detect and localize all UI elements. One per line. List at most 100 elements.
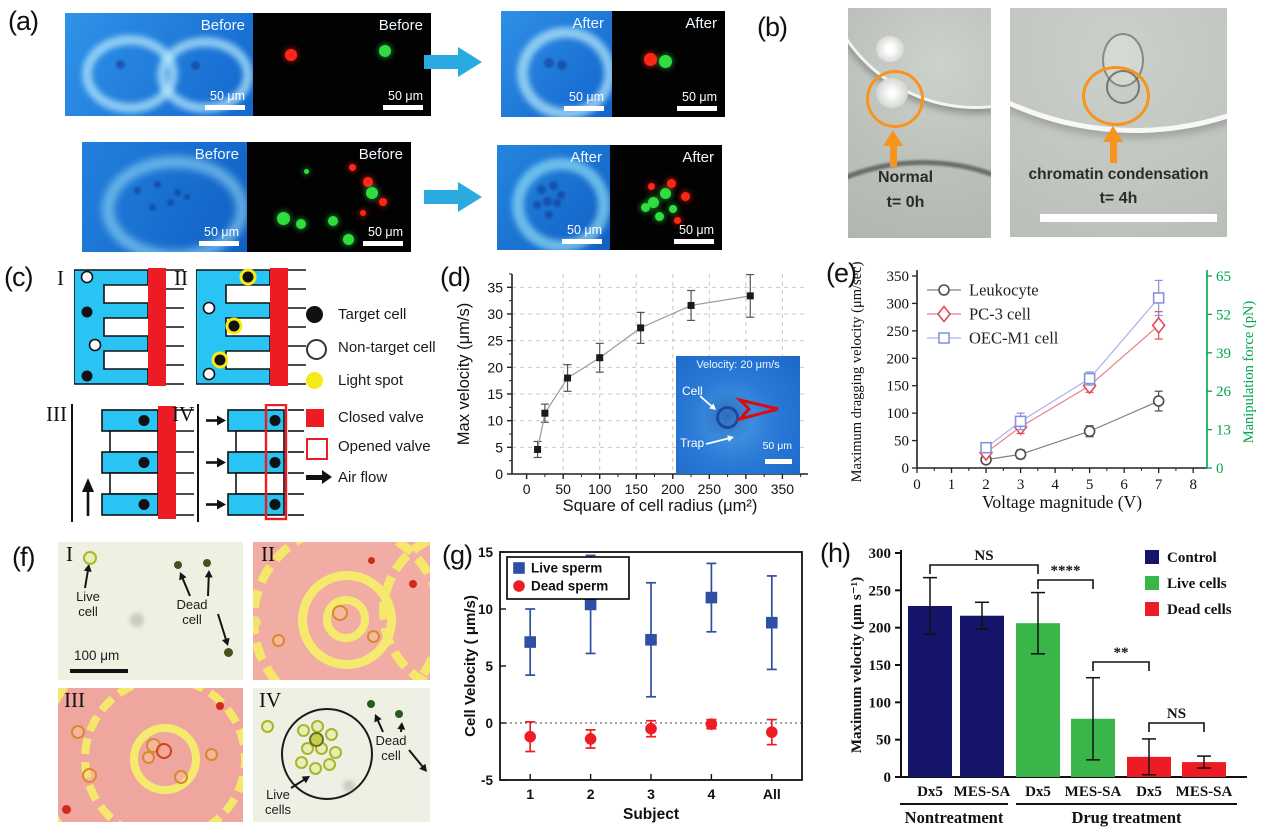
text-el: 100 xyxy=(869,695,892,711)
micro-a-after-brightfield-2: After 50 μm xyxy=(497,145,610,250)
arrow-line xyxy=(180,576,191,597)
valve-diagram-1 xyxy=(74,268,184,386)
arrow-head xyxy=(419,763,427,772)
chart-h: 0 50 100 150 200 250 300 Dx5 MES-SA Dx5 MES-SA Dx5 M… xyxy=(849,546,1247,827)
closed-valve-icon xyxy=(306,409,324,427)
image-numeral: III xyxy=(64,688,85,712)
arrow-stem xyxy=(424,190,458,204)
solid-electrode-ring xyxy=(298,571,396,669)
live-cell-label: Live cell xyxy=(76,589,100,619)
text-el: MES-SA xyxy=(954,784,1011,800)
text-el: -5 xyxy=(481,773,493,788)
valve-diagram-4 xyxy=(197,404,304,522)
text-el: NS xyxy=(1167,706,1186,722)
bar xyxy=(960,615,1004,777)
marker-circle xyxy=(1083,425,1096,438)
text-el: 5 xyxy=(1086,477,1094,493)
cell-dot xyxy=(204,747,218,761)
diagram-numeral-4: IV xyxy=(172,402,195,426)
text-el: OEC-M1 cell xyxy=(969,329,1059,348)
marker-square xyxy=(584,598,597,611)
text-el: 10 xyxy=(487,413,503,429)
cell-dot xyxy=(363,177,373,187)
cell-dot xyxy=(553,199,561,207)
cell-dot xyxy=(395,710,403,718)
text-el: 4 xyxy=(708,786,716,802)
marker-square xyxy=(1014,415,1027,428)
text-el: 1 xyxy=(526,786,534,802)
text-el: 0 xyxy=(485,716,493,731)
text-el: 6 xyxy=(1120,477,1128,493)
micro-f-2: II xyxy=(253,542,430,680)
light-spot-icon xyxy=(306,372,323,389)
text-el: 2 xyxy=(982,477,990,493)
cell-dot xyxy=(332,605,348,621)
cell-dot xyxy=(548,180,558,190)
cell-dot xyxy=(83,551,97,565)
micro-f-1: I Live cell Dead cell 100 μm xyxy=(58,542,243,680)
data-point xyxy=(687,301,695,309)
image-state-label: Before xyxy=(200,17,245,34)
data-line xyxy=(985,324,1160,454)
annotation-arrow-icon xyxy=(883,130,903,146)
image-numeral: I xyxy=(66,542,73,566)
inset-annotations xyxy=(699,395,779,445)
scale-bar xyxy=(70,669,128,673)
marker-diamond xyxy=(936,305,952,323)
marker-square xyxy=(1152,292,1165,304)
scale-bar xyxy=(199,241,239,246)
text-el: 150 xyxy=(625,481,649,497)
text-el: Dx5 xyxy=(1025,784,1051,800)
inset-scale-bar xyxy=(765,459,792,464)
panel-f-label: (f) xyxy=(12,542,36,572)
text-el: MES-SA xyxy=(1065,784,1122,800)
cell-dot xyxy=(542,196,552,206)
cell-dot xyxy=(260,719,274,733)
cell-dot xyxy=(81,767,97,783)
arrow-head xyxy=(301,776,310,784)
text-el: Nontreatment xyxy=(905,808,1004,827)
text-el: 200 xyxy=(869,621,892,637)
legend-swatch xyxy=(1145,550,1159,564)
legend-label: Non-target cell xyxy=(338,339,436,356)
annotation-arrow-stem xyxy=(890,145,897,167)
chart-e: 0 1 2 3 4 5 6 7 8 0 50 100 150 200 250 300 350 0 13 26 39 52 6… xyxy=(849,261,1257,512)
cell-dot xyxy=(343,780,355,792)
text-el: Control xyxy=(1167,550,1217,566)
arrow-head xyxy=(727,435,734,442)
legend-row-opened-valve: Opened valve xyxy=(306,437,431,460)
text-el: 1 xyxy=(948,477,956,493)
arrow-line xyxy=(207,574,210,597)
significance-bracket xyxy=(1092,661,1150,671)
legend-row-closed-valve: Closed valve xyxy=(306,408,424,430)
cell-dot xyxy=(296,723,310,737)
cell-dot xyxy=(174,561,182,569)
data-line xyxy=(985,297,1160,449)
text-el: 0 xyxy=(523,481,531,497)
legend-row-target-cell: Target cell xyxy=(306,305,420,327)
text-el: 50 xyxy=(894,434,909,450)
text-el: Dx5 xyxy=(1136,784,1162,800)
cell-dot xyxy=(328,216,338,226)
text-el: MES-SA xyxy=(1176,784,1233,800)
image-numeral: IV xyxy=(259,688,282,712)
cell-dot xyxy=(659,187,671,199)
data-point xyxy=(541,409,549,417)
inset-cell-label: Cell xyxy=(682,384,703,398)
diagram-numeral-2: II xyxy=(174,266,188,290)
timepoint-label: t= 4h xyxy=(1099,190,1138,207)
data-point xyxy=(564,374,572,382)
solid-electrode-ring xyxy=(323,596,369,642)
air-flow-arrowhead xyxy=(322,470,332,484)
text-el: 0 xyxy=(913,477,921,493)
arrow-line xyxy=(217,613,228,642)
cell-dot xyxy=(379,45,391,57)
legend-label: Opened valve xyxy=(338,438,431,455)
cell-dot xyxy=(203,559,211,567)
arrow-head xyxy=(222,637,230,646)
marker-circle xyxy=(1014,448,1027,461)
text-el: Leukocyte xyxy=(969,281,1039,300)
text-el: 0 xyxy=(884,770,892,786)
text-el: 13 xyxy=(1216,423,1231,439)
image-numeral: II xyxy=(261,542,275,566)
